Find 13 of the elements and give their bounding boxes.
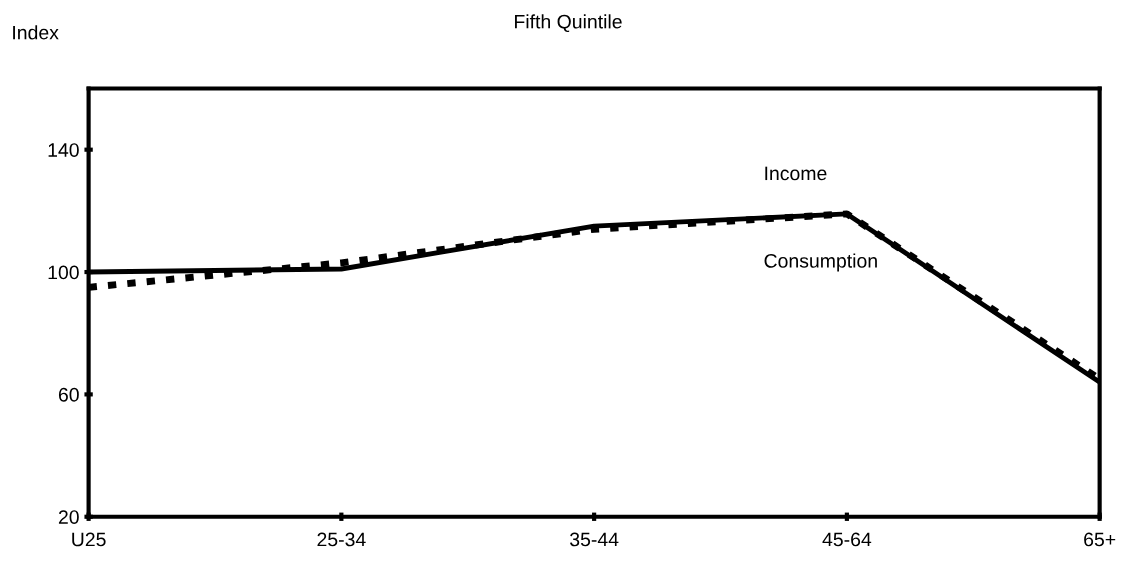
- x-tick-label: 45-64: [822, 532, 872, 547]
- y-tick-label: 60: [58, 387, 79, 402]
- y-axis-title: Index: [13, 25, 59, 40]
- y-tick-label: 140: [48, 143, 79, 157]
- chart-title: Fifth Quintile: [515, 14, 622, 33]
- x-tick-label: 25-34: [317, 532, 366, 547]
- y-tick-label: 100: [48, 265, 79, 280]
- x-tick-label: 35-44: [570, 532, 619, 547]
- series-label: Income: [765, 166, 827, 181]
- x-tick-label: U25: [72, 532, 106, 547]
- series-label: Consumption: [764, 253, 877, 272]
- x-tick-label: 65+: [1084, 532, 1116, 547]
- y-tick-label: 20: [58, 510, 79, 524]
